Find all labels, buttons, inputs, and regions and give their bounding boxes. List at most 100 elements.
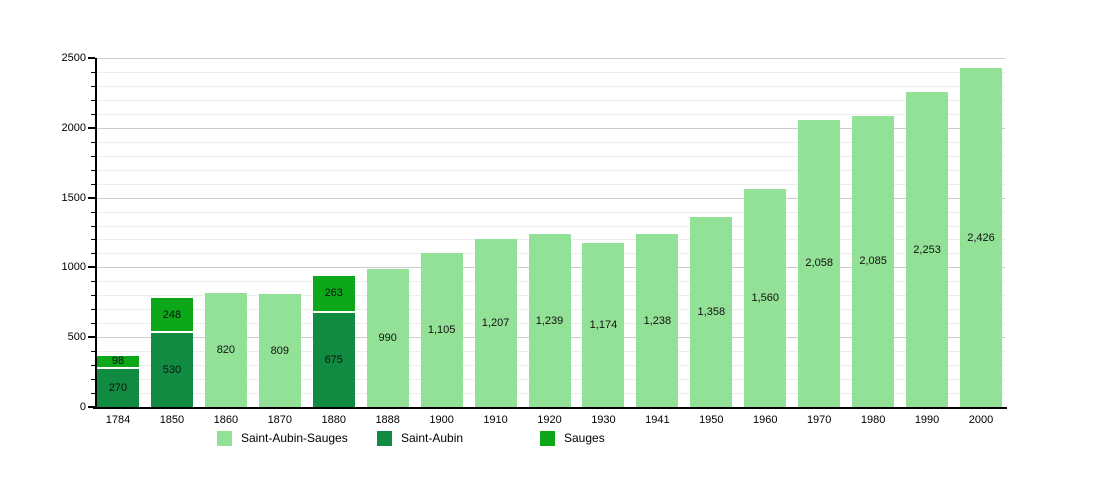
x-axis-tick-label: 1970	[806, 414, 832, 426]
bar-value-label: 675	[324, 353, 343, 366]
y-axis-major-tick	[88, 406, 95, 408]
bar-segment-1850-Sauges: 248	[150, 298, 193, 333]
bar-value-label: 1,560	[751, 292, 780, 305]
bar-value-label: 1,239	[535, 314, 564, 327]
y-axis-minor-tick	[91, 281, 95, 283]
legend-swatch-icon	[217, 431, 232, 446]
bar-value-label: 2,058	[805, 257, 833, 270]
x-axis-tick-label: 1980	[860, 414, 886, 426]
y-axis-minor-tick	[91, 71, 95, 73]
bar-value-label: 98	[111, 355, 125, 368]
y-axis-tick-label: 2500	[61, 52, 86, 64]
bar-value-label: 530	[162, 363, 182, 376]
gridline-minor	[95, 85, 1005, 87]
x-axis-tick-label: 1950	[699, 414, 724, 426]
y-axis-minor-tick	[91, 239, 95, 241]
x-axis-tick-label: 1784	[105, 414, 131, 426]
bar-value-label: 248	[162, 308, 182, 321]
y-axis-minor-tick	[91, 169, 95, 171]
legend-item-saint-aubin: Saint-Aubin	[377, 431, 463, 446]
gridline-major	[95, 197, 1005, 199]
y-axis-minor-tick	[91, 295, 95, 297]
bar-value-label: 990	[378, 331, 397, 344]
x-axis-tick-label: 1870	[267, 414, 293, 426]
bar-value-label: 2,426	[967, 231, 995, 244]
y-axis-major-tick	[88, 126, 95, 129]
bar-segment-1980-Saint-Aubin-Sauges: 2,085	[852, 115, 895, 407]
legend-item-saint-aubin-sauges: Saint-Aubin-Sauges	[217, 431, 348, 446]
bar-value-label: 2,085	[859, 255, 887, 268]
y-axis-minor-tick	[91, 141, 95, 143]
x-axis-tick-label: 1860	[213, 414, 239, 426]
x-axis-tick-label: 2000	[968, 414, 994, 426]
bar-segment-1970-Saint-Aubin-Sauges: 2,058	[798, 119, 841, 407]
gridline-minor	[95, 211, 1005, 213]
bar-segment-1910-Saint-Aubin-Sauges: 1,207	[474, 238, 517, 407]
bar-value-label: 263	[324, 287, 343, 300]
legend-label: Sauges	[564, 431, 605, 445]
y-axis-minor-tick	[91, 99, 95, 101]
y-axis-minor-tick	[91, 253, 95, 255]
bar-segment-1950-Saint-Aubin-Sauges: 1,358	[690, 217, 733, 407]
y-axis-minor-tick	[91, 365, 95, 367]
bar-value-label: 2,253	[913, 243, 941, 256]
gridline-minor	[95, 155, 1005, 157]
y-axis-tick-label: 2000	[61, 121, 86, 134]
x-axis-line	[93, 407, 1007, 409]
y-axis-minor-tick	[91, 211, 95, 213]
bar-segment-1860-Saint-Aubin-Sauges: 820	[204, 292, 247, 407]
y-axis-minor-tick	[91, 309, 95, 311]
y-axis-major-tick	[88, 57, 95, 59]
bar-segment-1880-Saint-Aubin: 675	[312, 312, 355, 407]
bar-value-label: 270	[108, 382, 128, 395]
bar-segment-1920-Saint-Aubin-Sauges: 1,239	[528, 234, 571, 407]
bar-segment-1784-Sauges: 98	[97, 355, 139, 370]
bar-segment-2000-Saint-Aubin-Sauges: 2,426	[960, 68, 1002, 407]
y-axis-tick-label: 1000	[61, 261, 86, 274]
bar-segment-1900-Saint-Aubin-Sauges: 1,105	[420, 252, 463, 407]
y-axis-minor-tick	[91, 393, 95, 395]
gridline-minor	[95, 225, 1005, 227]
gridline-minor	[95, 169, 1005, 171]
y-axis-line	[95, 58, 97, 409]
legend-swatch-icon	[540, 431, 555, 446]
x-axis-tick-label: 1990	[914, 414, 940, 426]
y-axis-tick-label: 500	[67, 331, 86, 344]
x-axis-tick-label: 1850	[159, 414, 185, 426]
y-axis-minor-tick	[91, 155, 95, 157]
bar-value-label: 1,207	[481, 316, 510, 329]
x-axis-tick-label: 1941	[645, 414, 670, 426]
gridline-minor	[95, 99, 1005, 101]
bar-segment-1888-Saint-Aubin-Sauges: 990	[366, 268, 409, 407]
x-axis-tick-label: 1910	[483, 414, 508, 426]
bar-segment-1990-Saint-Aubin-Sauges: 2,253	[906, 92, 949, 407]
legend-label: Saint-Aubin-Sauges	[241, 431, 348, 445]
bar-segment-1960-Saint-Aubin-Sauges: 1,560	[744, 189, 787, 407]
x-axis-tick-label: 1888	[375, 414, 400, 426]
y-axis-tick-label: 0	[79, 401, 86, 413]
gridline-minor	[95, 141, 1005, 143]
y-axis-minor-tick	[91, 85, 95, 87]
y-axis-minor-tick	[91, 323, 95, 325]
bar-value-label: 809	[270, 344, 289, 357]
gridline-major	[95, 58, 1005, 59]
y-axis-minor-tick	[91, 225, 95, 227]
y-axis-major-tick	[88, 336, 95, 339]
bar-segment-1941-Saint-Aubin-Sauges: 1,238	[636, 234, 679, 407]
legend-item-sauges: Sauges	[540, 431, 605, 446]
x-axis-tick-label: 1880	[321, 414, 346, 426]
y-axis-tick-label: 1500	[61, 191, 86, 204]
y-axis-major-tick	[88, 266, 95, 269]
legend-label: Saint-Aubin	[401, 431, 464, 445]
bar-segment-1784-Saint-Aubin: 270	[97, 369, 139, 407]
gridline-minor	[95, 113, 1005, 115]
gridline-minor	[95, 71, 1005, 73]
y-axis-major-tick	[88, 196, 95, 199]
bar-segment-1930-Saint-Aubin-Sauges: 1,174	[582, 243, 625, 407]
bar-segment-1850-Saint-Aubin: 530	[150, 333, 193, 407]
x-axis-tick-label: 1920	[537, 414, 562, 426]
y-axis-minor-tick	[91, 183, 95, 185]
bar-segment-1870-Saint-Aubin-Sauges: 809	[258, 294, 301, 407]
x-axis-tick-label: 1930	[591, 414, 616, 426]
